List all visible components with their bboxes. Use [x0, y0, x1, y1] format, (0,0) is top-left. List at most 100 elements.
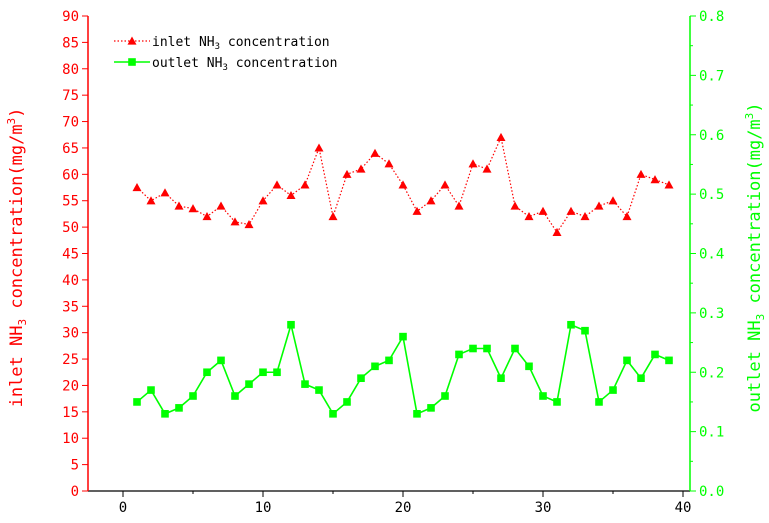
inlet-point — [482, 164, 492, 173]
x-tick-label: 0 — [119, 500, 127, 516]
outlet-point — [175, 404, 183, 412]
left-y-tick-label: 80 — [62, 62, 79, 78]
inlet-point — [202, 212, 212, 221]
right-y-tick-label: 0.7 — [699, 68, 724, 84]
right-y-tick-label: 0.6 — [699, 128, 724, 144]
outlet-point — [287, 320, 295, 329]
right-y-tick-label: 0.4 — [699, 247, 724, 263]
outlet-point — [315, 386, 323, 394]
inlet-point — [160, 188, 170, 197]
left-y-axis-title: inlet NH3 concentration(mg/m3) — [5, 108, 29, 408]
outlet-point — [413, 410, 421, 418]
outlet-point — [385, 356, 393, 365]
left-y-tick-label: 15 — [62, 405, 79, 421]
left-y-tick-label: 60 — [62, 167, 79, 183]
outlet-point — [539, 392, 547, 400]
outlet-point — [497, 374, 505, 382]
inlet-point — [524, 212, 534, 221]
left-y-tick-label: 90 — [62, 9, 79, 25]
outlet-point — [343, 398, 351, 406]
inlet-point — [356, 164, 366, 173]
outlet-point — [665, 356, 673, 365]
left-y-tick-label: 25 — [62, 352, 79, 368]
right-y-tick-label: 0.2 — [699, 365, 724, 381]
left-y-tick-label: 20 — [62, 378, 79, 394]
outlet-point — [553, 398, 561, 406]
inlet-point — [370, 148, 380, 157]
inlet-point — [286, 190, 296, 200]
inlet-point — [454, 201, 464, 210]
outlet-point — [427, 404, 435, 412]
left-y-tick-label: 75 — [62, 88, 79, 104]
right-y-tick-label: 0.3 — [699, 306, 724, 322]
inlet-point — [342, 169, 352, 178]
left-y-tick-label: 35 — [62, 299, 79, 315]
inlet-point — [174, 201, 184, 210]
inlet-point — [580, 212, 590, 221]
inlet-point — [412, 206, 422, 215]
inlet-point — [216, 201, 226, 210]
inlet-point — [244, 219, 254, 229]
outlet-point — [567, 320, 575, 329]
inlet-point — [650, 175, 660, 184]
left-y-tick-label: 50 — [62, 220, 79, 236]
outlet-point — [595, 398, 603, 406]
x-tick-label: 10 — [255, 500, 272, 516]
outlet-point — [651, 350, 659, 359]
inlet-point — [538, 206, 548, 215]
inlet-point — [188, 204, 198, 213]
left-y-tick-label: 0 — [71, 484, 79, 500]
left-y-tick-label: 65 — [62, 141, 79, 157]
inlet-point — [468, 159, 478, 168]
inlet-point — [146, 196, 156, 205]
right-y-tick-label: 0.1 — [699, 425, 724, 441]
legend-outlet-marker — [128, 58, 136, 66]
outlet-point — [273, 368, 281, 377]
outlet-point — [399, 332, 407, 341]
outlet-point — [259, 368, 267, 377]
outlet-point — [483, 344, 491, 353]
outlet-point — [637, 374, 645, 382]
right-y-tick-label: 0.8 — [699, 9, 724, 25]
inlet-point — [398, 180, 408, 189]
left-y-tick-label: 40 — [62, 273, 79, 289]
legend-outlet-label: outlet NH3 concentration — [152, 56, 337, 73]
outlet-point — [217, 356, 225, 365]
outlet-point — [329, 410, 337, 418]
inlet-point — [426, 196, 436, 205]
outlet-point — [511, 344, 519, 353]
inlet-series-line — [136, 135, 670, 234]
outlet-point — [469, 344, 477, 353]
outlet-point — [189, 392, 197, 400]
inlet-point — [608, 196, 618, 205]
inlet-point — [328, 212, 338, 221]
inlet-point — [566, 206, 576, 215]
legend-inlet-label: inlet NH3 concentration — [152, 35, 330, 52]
outlet-point — [133, 398, 141, 406]
outlet-point — [525, 362, 533, 371]
inlet-point — [622, 212, 632, 221]
inlet-point — [594, 201, 604, 210]
outlet-point — [301, 380, 309, 388]
outlet-point — [371, 362, 379, 371]
x-tick-label: 30 — [535, 500, 552, 516]
outlet-point — [623, 356, 631, 365]
outlet-point — [161, 410, 169, 418]
left-y-tick-label: 5 — [71, 458, 79, 474]
inlet-point — [496, 132, 506, 141]
left-y-tick-label: 55 — [62, 194, 79, 210]
legend-inlet-marker — [127, 36, 137, 45]
inlet-point — [230, 217, 240, 226]
outlet-point — [231, 392, 239, 400]
x-tick-label: 20 — [395, 500, 412, 516]
outlet-point — [609, 386, 617, 394]
inlet-point — [636, 169, 646, 178]
inlet-point — [272, 180, 282, 189]
inlet-point — [384, 159, 394, 168]
right-y-tick-label: 0.0 — [699, 484, 724, 500]
left-y-tick-label: 70 — [62, 115, 79, 131]
left-y-tick-label: 85 — [62, 35, 79, 51]
inlet-point — [664, 180, 674, 189]
left-y-tick-label: 30 — [62, 326, 79, 342]
